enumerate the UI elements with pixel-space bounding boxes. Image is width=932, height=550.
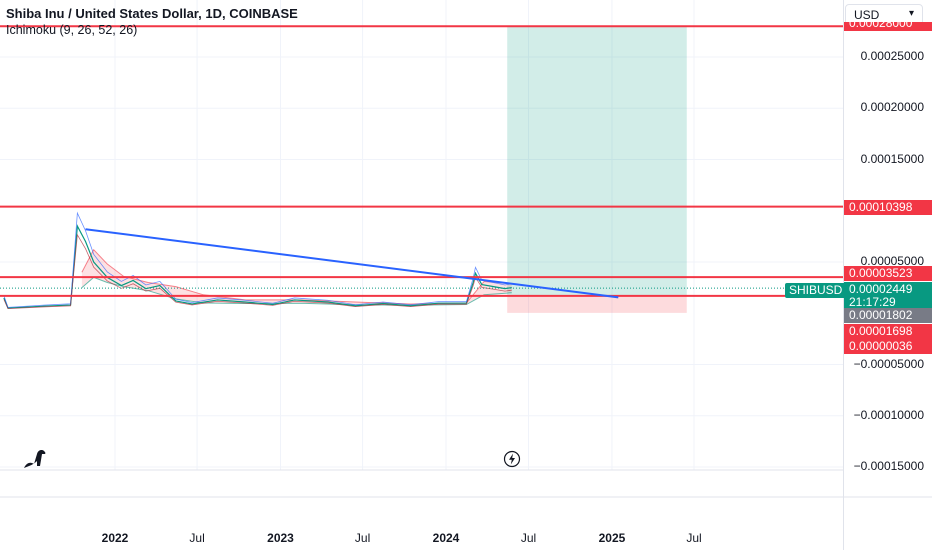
price-tag-top: 0.00028000 bbox=[844, 22, 932, 31]
position-zones bbox=[507, 26, 687, 313]
price-tag-level1: 0.00010398 bbox=[844, 200, 932, 215]
price-tag-level4: 0.00000036 bbox=[844, 339, 932, 354]
chart-header: Shiba Inu / United States Dollar, 1D, CO… bbox=[6, 6, 298, 38]
price-line bbox=[3, 224, 512, 309]
price-tag-level3: 0.00001698 bbox=[844, 324, 932, 339]
dino-logo-icon[interactable] bbox=[22, 444, 48, 470]
y-tick-label: 0.00005000 bbox=[860, 254, 924, 268]
y-tick-label: 0.00020000 bbox=[860, 100, 924, 115]
loss-zone[interactable] bbox=[507, 295, 687, 313]
y-tick-label: 0.00015000 bbox=[860, 151, 924, 166]
x-tick-label: Jul bbox=[354, 531, 371, 545]
y-tick-label: −0.00015000 bbox=[853, 459, 924, 473]
horizontal-levels[interactable] bbox=[0, 25, 843, 297]
countdown-tag: 21:17:29 bbox=[844, 295, 932, 310]
x-tick-label: 2022 bbox=[101, 531, 129, 545]
y-tick-label: −0.00005000 bbox=[853, 356, 924, 371]
y-tick-label: −0.00010000 bbox=[853, 407, 924, 422]
base-line bbox=[3, 233, 512, 310]
price-tag-gray: 0.00001802 bbox=[844, 308, 932, 323]
indicator-label[interactable]: Ichimoku (9, 26, 52, 26) bbox=[6, 23, 138, 37]
x-tick-label: Jul bbox=[189, 531, 205, 545]
chevron-down-icon: ▾ bbox=[908, 8, 914, 19]
symbol-tag: SHIBUSD bbox=[785, 283, 847, 298]
lightning-icon[interactable] bbox=[503, 450, 521, 468]
x-tick-label: Jul bbox=[520, 531, 537, 545]
currency-label: USD bbox=[854, 8, 880, 22]
x-tick-label: Jul bbox=[686, 531, 702, 545]
x-tick-label: 2025 bbox=[598, 531, 626, 545]
cloud-span-b bbox=[81, 276, 512, 306]
profit-zone[interactable] bbox=[507, 26, 687, 296]
symbol-title[interactable]: Shiba Inu / United States Dollar, 1D, CO… bbox=[6, 6, 298, 21]
trend-line[interactable] bbox=[85, 228, 619, 299]
cloud-area bbox=[81, 249, 512, 306]
price-tag-level2: 0.00003523 bbox=[844, 266, 932, 281]
grid-layer bbox=[0, 0, 843, 470]
x-tick-label: 2024 bbox=[432, 531, 460, 545]
trendline[interactable] bbox=[85, 228, 619, 299]
conversion-line bbox=[3, 211, 512, 308]
price-tag-current: 0.00002449 bbox=[844, 282, 932, 297]
price-series bbox=[0, 211, 843, 310]
y-tick-label: 0.00025000 bbox=[860, 49, 924, 63]
x-tick-label: 2023 bbox=[267, 531, 294, 545]
currency-button[interactable]: USD ▾ bbox=[845, 4, 923, 26]
